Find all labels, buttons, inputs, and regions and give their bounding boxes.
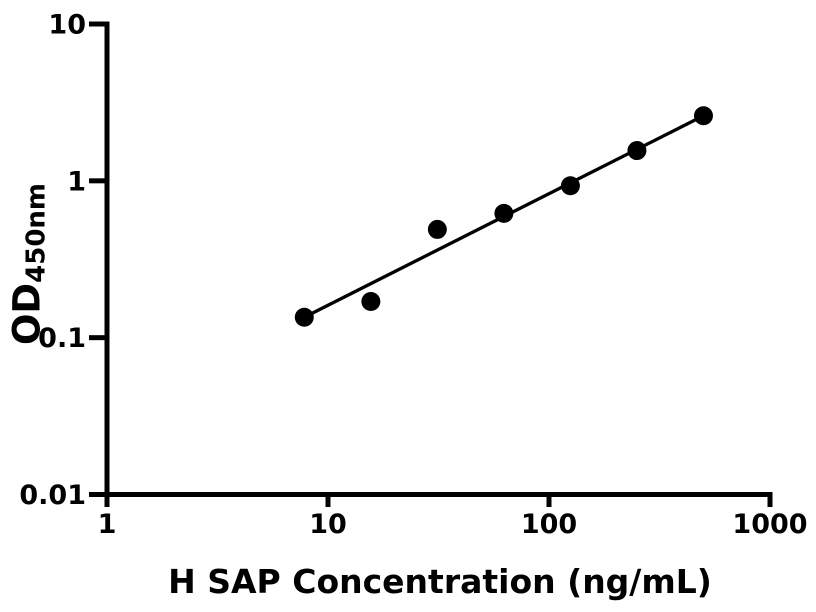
data-point [294,307,314,327]
data-point [494,203,514,223]
x-tick-label: 10 [309,509,347,540]
y-tick-labels: 0.01 0.1 1 10 [19,10,86,512]
y-axis-title-subscript: 450nm [21,182,52,283]
data-point [627,141,647,161]
data-points-group [294,106,713,327]
x-axis-ticks [104,494,773,507]
y-tick-label: 1 [67,166,86,197]
data-point [693,106,713,126]
y-tick-label: 0.1 [38,323,86,354]
x-tick-label: 1 [98,509,117,540]
x-tick-labels: 1 10 100 1000 [98,509,808,540]
y-axis-ticks [89,21,105,497]
x-tick-label: 1000 [732,509,807,540]
y-axis-title-main: OD [5,282,49,346]
data-point [361,292,381,312]
y-tick-label: 10 [48,10,86,41]
y-axis-title: OD450nm [5,183,52,346]
x-axis-title: H SAP Concentration (ng/mL) [168,562,712,601]
x-tick-label: 100 [521,509,577,540]
data-point [560,176,580,196]
y-tick-label: 0.01 [19,480,86,511]
data-point [427,219,447,239]
axes [89,21,773,507]
